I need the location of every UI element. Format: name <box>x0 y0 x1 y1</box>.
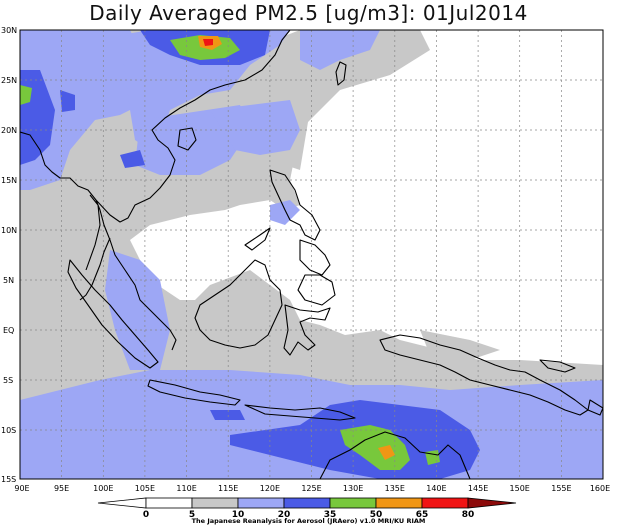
lon-label: 130E <box>343 484 363 493</box>
lon-label: 135E <box>385 484 405 493</box>
lon-label: 140E <box>426 484 446 493</box>
colorbar <box>98 498 516 508</box>
colorbar-segment <box>376 498 422 508</box>
lon-label: 145E <box>468 484 488 493</box>
lon-label: 90E <box>14 484 29 493</box>
lat-label: EQ <box>3 326 14 335</box>
latitude-labels: 30N 25N 20N 15N 10N 5N EQ 5S 10S 15S <box>1 26 17 484</box>
lat-label: 5N <box>3 276 14 285</box>
lat-label: 30N <box>1 26 17 35</box>
data-credit: The Japanese Reanalysis for Aerosol (JRA… <box>0 516 617 526</box>
colorbar-segment <box>422 498 468 508</box>
lon-label: 155E <box>551 484 571 493</box>
lat-label: 15N <box>1 176 17 185</box>
colorbar-segment <box>146 498 192 508</box>
longitude-labels: 90E 95E 100E 105E 110E 115E 120E 125E 13… <box>14 484 610 493</box>
lon-label: 95E <box>54 484 69 493</box>
lon-label: 150E <box>510 484 530 493</box>
colorbar-segment <box>98 498 146 508</box>
lat-label: 25N <box>1 76 17 85</box>
lon-label: 160E <box>590 484 610 493</box>
colorbar-segment <box>284 498 330 508</box>
lon-label: 100E <box>93 484 113 493</box>
lon-label: 105E <box>135 484 155 493</box>
lat-label: 15S <box>1 475 16 484</box>
lat-label: 10S <box>1 426 16 435</box>
map-plot-area <box>20 30 603 479</box>
colorbar-segment <box>192 498 238 508</box>
lat-label: 20N <box>1 126 17 135</box>
colorbar-segment <box>238 498 284 508</box>
lon-label: 125E <box>301 484 321 493</box>
lon-label: 120E <box>260 484 280 493</box>
colorbar-segment <box>468 498 516 508</box>
lon-label: 115E <box>218 484 238 493</box>
lat-label: 10N <box>1 226 17 235</box>
lon-label: 110E <box>176 484 196 493</box>
colorbar-segment <box>330 498 376 508</box>
lat-label: 5S <box>3 376 13 385</box>
